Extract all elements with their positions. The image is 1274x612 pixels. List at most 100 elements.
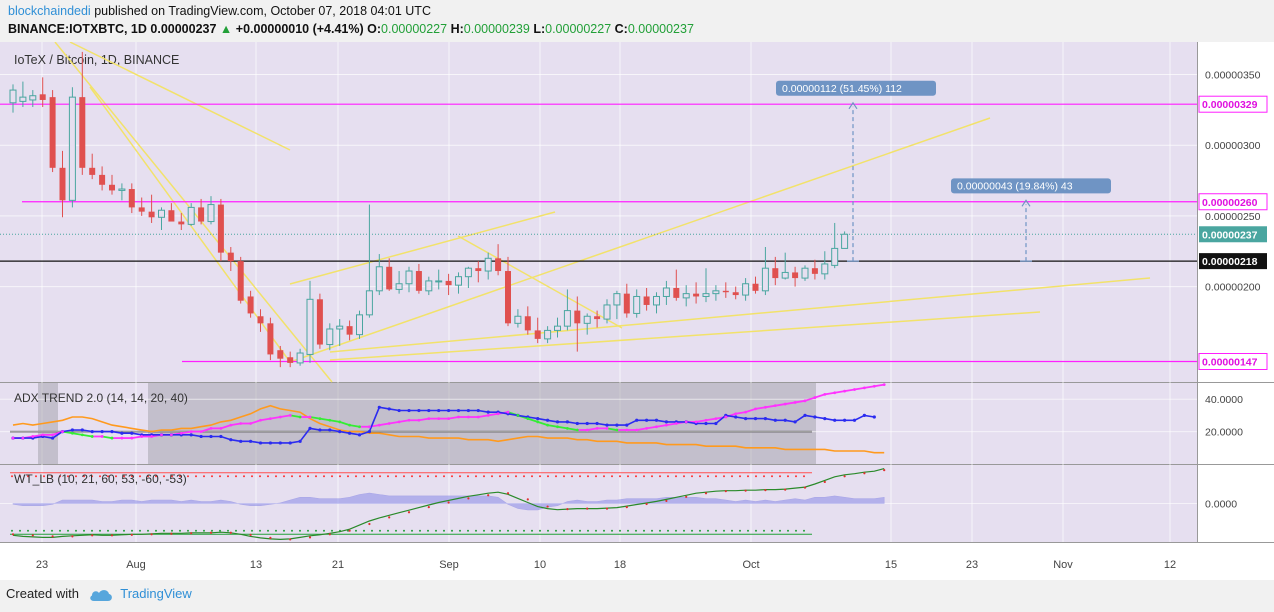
candle-body[interactable] <box>148 211 155 218</box>
candle-body[interactable] <box>772 268 779 279</box>
candle-body[interactable] <box>662 287 670 297</box>
candle-body[interactable] <box>475 268 482 272</box>
candle-body[interactable] <box>514 315 522 324</box>
trend-line[interactable] <box>289 117 991 363</box>
candle-body[interactable] <box>831 247 839 266</box>
price-pane[interactable] <box>0 42 1197 382</box>
candle-body[interactable] <box>99 174 106 185</box>
candle-body[interactable] <box>296 352 304 364</box>
candle-body[interactable] <box>464 267 472 278</box>
candle-body[interactable] <box>316 299 323 345</box>
candle-body[interactable] <box>415 271 422 291</box>
candle-body[interactable] <box>287 357 294 363</box>
candle-body[interactable] <box>633 295 641 314</box>
candle-body[interactable] <box>336 325 344 330</box>
candle-body[interactable] <box>435 280 443 283</box>
candle-body[interactable] <box>524 316 531 331</box>
candle-body[interactable] <box>109 184 115 191</box>
candle-body[interactable] <box>534 330 541 339</box>
candle-body[interactable] <box>574 310 581 324</box>
candle-body[interactable] <box>59 167 66 201</box>
candle-body[interactable] <box>356 314 363 336</box>
candle-body[interactable] <box>118 188 126 191</box>
candle-body[interactable] <box>792 272 799 279</box>
trend-line[interactable] <box>457 235 623 329</box>
trend-line[interactable] <box>289 211 556 285</box>
candle-body[interactable] <box>207 204 215 223</box>
candle-body[interactable] <box>29 95 37 101</box>
candle-body[interactable] <box>841 233 849 249</box>
candle-body[interactable] <box>544 329 552 340</box>
candle-body[interactable] <box>237 261 244 301</box>
adx-point <box>387 407 391 411</box>
candle-body[interactable] <box>227 252 234 262</box>
candle-body[interactable] <box>267 323 274 355</box>
candle-body[interactable] <box>138 207 145 212</box>
candle-body[interactable] <box>158 209 165 218</box>
candle-body[interactable] <box>39 94 46 100</box>
candle-body[interactable] <box>563 310 571 327</box>
candle-body[interactable] <box>761 267 769 292</box>
candle-body[interactable] <box>702 293 710 297</box>
trend-line[interactable] <box>329 277 1151 353</box>
candle-body[interactable] <box>386 266 393 290</box>
candle-body[interactable] <box>405 270 413 285</box>
di-plus-point <box>803 399 807 403</box>
author-link[interactable]: blockchaindedi <box>8 4 91 18</box>
candle-body[interactable] <box>603 304 611 320</box>
candle-body[interactable] <box>781 271 789 279</box>
candle-body[interactable] <box>247 296 254 314</box>
candle-body[interactable] <box>365 290 373 316</box>
candle-body[interactable] <box>643 296 650 305</box>
candle-body[interactable] <box>742 283 750 296</box>
candle-body[interactable] <box>168 210 175 222</box>
candle-body[interactable] <box>811 268 818 274</box>
wt-oversold-dot <box>499 529 501 532</box>
candle-body[interactable] <box>613 293 621 306</box>
candle-body[interactable] <box>801 267 809 279</box>
candle-body[interactable] <box>455 276 462 286</box>
candle-body[interactable] <box>79 97 86 168</box>
candle-body[interactable] <box>752 283 759 291</box>
candle-body[interactable] <box>395 283 403 290</box>
candle-body[interactable] <box>732 292 739 296</box>
candle-body[interactable] <box>682 293 690 299</box>
price-axis[interactable] <box>1197 42 1274 542</box>
candle-body[interactable] <box>257 316 264 324</box>
candle-body[interactable] <box>128 189 135 208</box>
time-axis[interactable] <box>0 542 1274 580</box>
candle-body[interactable] <box>19 96 27 102</box>
candle-body[interactable] <box>326 328 334 346</box>
candle-body[interactable] <box>712 290 720 295</box>
candle-body[interactable] <box>554 325 561 331</box>
candle-body[interactable] <box>375 266 383 292</box>
candle-body[interactable] <box>198 207 205 222</box>
tradingview-link[interactable]: TradingView <box>120 586 192 601</box>
candle-body[interactable] <box>653 295 660 306</box>
candle-body[interactable] <box>821 263 829 275</box>
candle-body[interactable] <box>9 89 17 104</box>
candle-body[interactable] <box>495 258 502 272</box>
trend-line[interactable] <box>329 311 1041 361</box>
chart-area[interactable]: 23 Aug 13 21 Sep 10 18 Oct 15 23 Nov 12 0.00000350 0.… <box>0 42 1274 580</box>
candle-body[interactable] <box>505 271 511 324</box>
candle-body[interactable] <box>484 257 492 272</box>
candle-body[interactable] <box>594 316 601 320</box>
candle-body[interactable] <box>722 290 729 293</box>
candle-body[interactable] <box>217 204 224 253</box>
candle-body[interactable] <box>623 293 630 314</box>
candle-body[interactable] <box>583 315 591 324</box>
candle-body[interactable] <box>89 167 96 175</box>
candle-body[interactable] <box>673 287 680 298</box>
candle-body[interactable] <box>49 97 56 168</box>
candle-body[interactable] <box>178 221 185 225</box>
candle-body[interactable] <box>445 280 452 286</box>
candle-body[interactable] <box>187 206 195 225</box>
candle-body[interactable] <box>277 350 284 359</box>
candle-body[interactable] <box>346 326 353 335</box>
candle-body[interactable] <box>68 96 76 201</box>
candle-body[interactable] <box>425 280 433 292</box>
trend-line[interactable] <box>69 42 291 151</box>
candle-body[interactable] <box>693 293 700 297</box>
candle-body[interactable] <box>306 298 314 355</box>
